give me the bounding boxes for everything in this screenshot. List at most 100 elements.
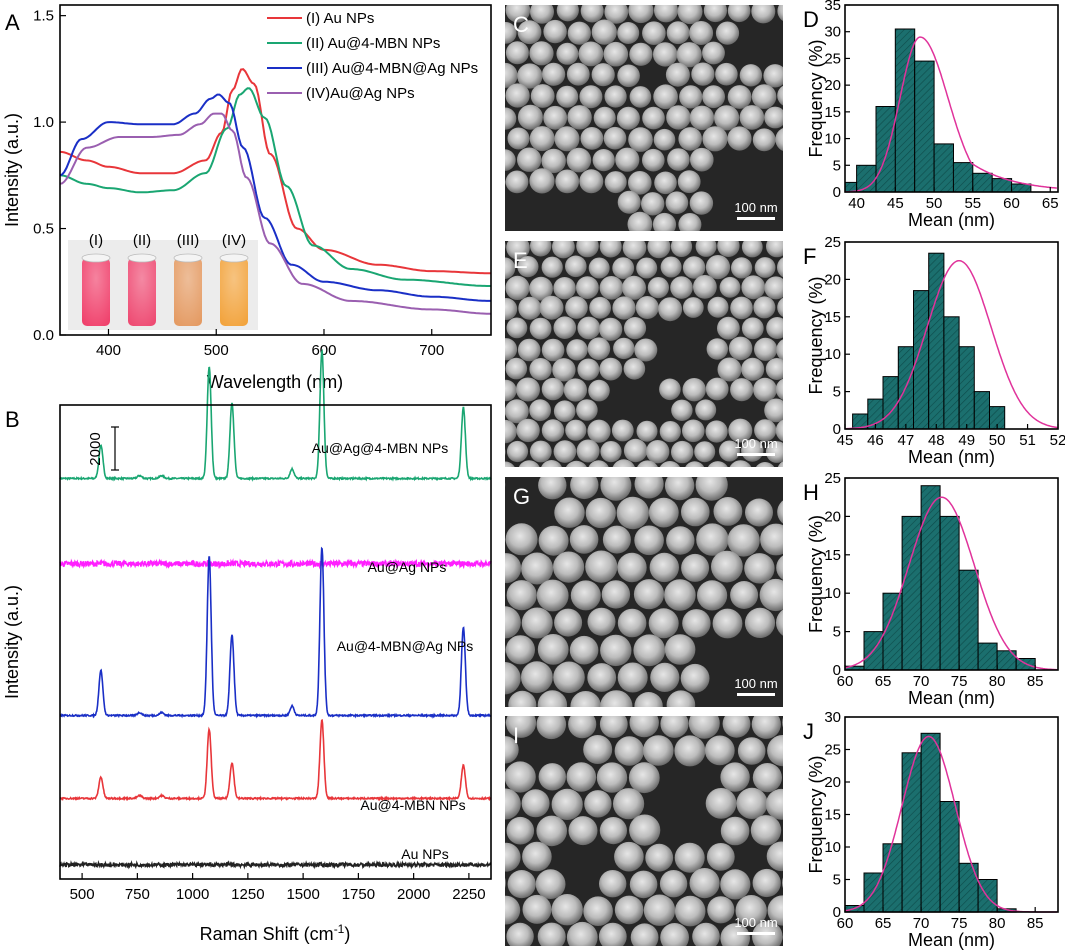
nanoparticle xyxy=(517,256,539,278)
nanoparticle xyxy=(505,242,506,250)
histogram-bar xyxy=(928,252,945,430)
y-tick-label: 15 xyxy=(824,104,841,121)
nanoparticle xyxy=(720,869,751,900)
nanoparticle xyxy=(750,815,782,846)
nanoparticle xyxy=(775,419,783,442)
nanoparticle xyxy=(538,525,569,556)
nanoparticle xyxy=(588,460,609,467)
nanoparticle xyxy=(585,550,618,583)
nanoparticle xyxy=(569,525,599,554)
histogram-bar xyxy=(943,316,960,430)
x-tick-label: 85 xyxy=(1027,915,1044,932)
nanoparticle xyxy=(776,609,783,636)
nanoparticle xyxy=(529,440,552,463)
xlabel-sup: -1 xyxy=(334,922,345,936)
nanoparticle xyxy=(741,439,764,462)
nanoparticle xyxy=(555,169,580,194)
sem-image: I 100 nm xyxy=(505,716,783,946)
nanoparticle xyxy=(568,716,597,739)
histogram-xlabel: Mean (nm) xyxy=(908,930,995,950)
nanoparticle xyxy=(566,921,598,946)
panel-b-ticks: 500 750 1000 1250 1500 1750 2000 2250 xyxy=(70,873,486,903)
histogram-xlabel: Mean (nm) xyxy=(908,210,995,230)
nanoparticle xyxy=(541,256,563,278)
nanoparticle xyxy=(552,358,576,382)
sem-scale-bar xyxy=(737,217,775,220)
nanoparticle xyxy=(522,841,552,872)
nanoparticle xyxy=(517,20,542,45)
nanoparticle xyxy=(635,296,659,319)
nanoparticle xyxy=(775,127,783,152)
nanoparticle xyxy=(695,399,717,421)
nanoparticle xyxy=(482,127,505,150)
spectrum-label: Au@Ag@4-MBN NPs xyxy=(312,440,449,456)
histogram-ylabel: Frequency (%) xyxy=(806,39,826,157)
nanoparticle xyxy=(505,461,515,467)
nanoparticle xyxy=(711,550,743,583)
uv-vis-curve xyxy=(59,112,491,315)
nanoparticle xyxy=(728,418,753,443)
nanoparticle xyxy=(628,5,654,24)
nanoparticle xyxy=(566,339,588,361)
x-tick-label: 500 xyxy=(70,886,95,903)
nanoparticle xyxy=(658,297,683,322)
nanoparticle xyxy=(579,169,604,194)
nanoparticle xyxy=(682,297,704,318)
nanoparticle xyxy=(541,377,565,401)
nanoparticle xyxy=(529,168,555,194)
nanoparticle xyxy=(505,83,530,108)
nanoparticle xyxy=(674,735,706,767)
nanoparticle xyxy=(521,661,553,694)
nanoparticle xyxy=(642,106,665,130)
nanoparticle xyxy=(689,21,714,45)
nanoparticle xyxy=(578,41,604,67)
nanoparticle xyxy=(529,276,553,301)
nanoparticle xyxy=(782,877,783,889)
histogram-letter: D xyxy=(803,7,819,32)
nanoparticle xyxy=(629,814,661,846)
x-tick-label: 49 xyxy=(958,432,975,449)
nanoparticle xyxy=(720,816,750,846)
histogram-bar xyxy=(920,732,941,913)
nanoparticle xyxy=(654,5,678,23)
nanoparticle xyxy=(777,257,783,278)
sem-image: C 100 nm xyxy=(482,5,783,231)
nanoparticle xyxy=(666,526,695,555)
nanoparticle xyxy=(505,719,506,726)
nanoparticle xyxy=(604,171,627,194)
nanoparticle xyxy=(766,317,783,339)
nanoparticle xyxy=(648,497,679,528)
nanoparticle xyxy=(622,241,647,260)
y-tick-label: 25 xyxy=(824,234,841,251)
raman-spectrum xyxy=(59,859,492,870)
nanoparticle xyxy=(568,816,598,846)
x-tick-label: 400 xyxy=(96,342,121,359)
nanoparticle xyxy=(727,126,752,151)
nanoparticle xyxy=(507,127,530,150)
nanoparticle xyxy=(566,147,592,173)
nanoparticle xyxy=(473,690,505,722)
nanoparticle xyxy=(482,358,504,380)
x-tick-label: 48 xyxy=(928,432,945,449)
nanoparticle xyxy=(776,339,783,361)
histogram-bar xyxy=(952,162,974,193)
y-tick-label: 20 xyxy=(824,508,841,525)
histogram-bar xyxy=(958,569,979,671)
nanoparticle xyxy=(634,477,664,499)
nanoparticle xyxy=(601,580,631,609)
nanoparticle xyxy=(646,440,670,464)
nanoparticle xyxy=(720,923,750,946)
nanoparticle xyxy=(627,211,653,231)
histogram-bar xyxy=(901,752,922,913)
nanoparticle xyxy=(599,276,624,300)
nanoparticle xyxy=(516,377,540,402)
nanoparticle xyxy=(615,147,640,172)
nanoparticle xyxy=(505,895,521,925)
nanoparticle xyxy=(641,192,665,216)
nanoparticle xyxy=(588,257,610,279)
nanoparticle xyxy=(614,736,644,766)
nanoparticle xyxy=(715,62,738,86)
histogram-frame xyxy=(844,241,1059,430)
nanoparticle xyxy=(505,644,506,655)
